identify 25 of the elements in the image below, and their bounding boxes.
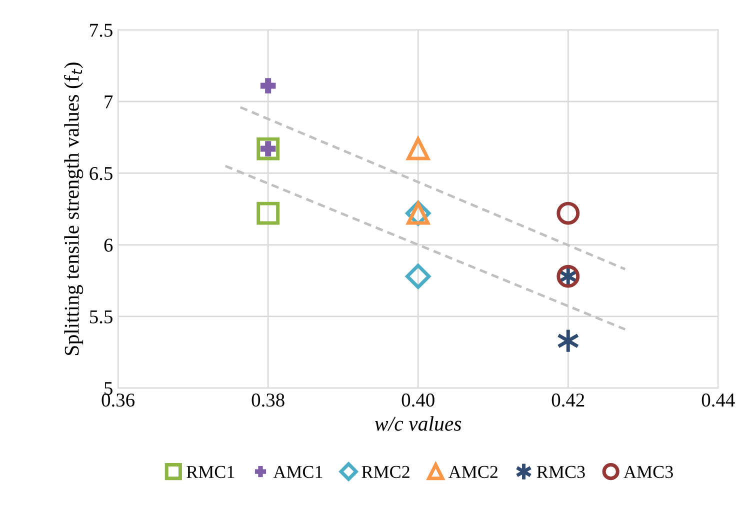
- legend-label: AMC2: [448, 466, 498, 478]
- point: [556, 202, 580, 225]
- x-tick-label: 0.40: [402, 394, 434, 407]
- x-tick-label: 0.42: [552, 394, 584, 407]
- y-tick-label: 6.5: [90, 167, 112, 180]
- x-tick-label: 0.36: [102, 394, 134, 407]
- point: [260, 78, 276, 94]
- legend-label: AMC3: [624, 466, 673, 478]
- legend-label: AMC1: [273, 466, 322, 478]
- y-tick-label: 5.5: [90, 310, 112, 324]
- legend-label: RMC3: [536, 466, 585, 478]
- x-tick-label: 0.44: [702, 394, 735, 407]
- point: [256, 137, 280, 160]
- y-tick-label: 6: [104, 238, 113, 252]
- legend-label: RMC2: [362, 466, 410, 478]
- y-tick-label: 7.5: [90, 24, 112, 37]
- y-tick-label: 5: [104, 382, 112, 396]
- point: [406, 264, 431, 289]
- point: [406, 137, 430, 160]
- y-axis-title: Splitting tensile strength values (f$_{t}$): [64, 62, 84, 355]
- x-axis-title: w/c values: [374, 416, 462, 431]
- legend-label: RMC1: [186, 466, 234, 478]
- point: [256, 202, 280, 225]
- x-tick-label: 0.38: [252, 394, 284, 407]
- y-tick-label: 7: [104, 96, 113, 108]
